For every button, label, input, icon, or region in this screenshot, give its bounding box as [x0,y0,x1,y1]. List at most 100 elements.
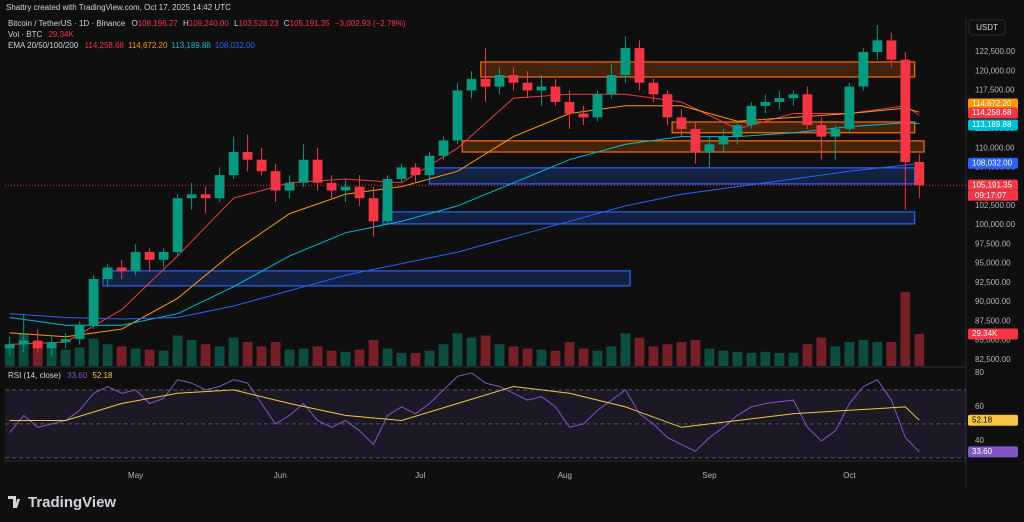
candle-body [326,182,337,191]
ema-value: 114,672.20 [128,41,168,50]
volume-bar [88,338,99,366]
price-tag [968,328,1018,340]
candle-body [214,175,225,199]
candle-body [424,155,435,176]
candle-body [760,101,771,106]
volume-bar [886,342,897,366]
x-tick-label: Jun [274,471,287,480]
y-tick-label: 90,000.00 [975,297,1011,306]
volume-bar [788,352,799,366]
price-tag-label: 29.34K [972,329,998,338]
volume-bar [732,351,743,366]
candle-body [522,82,533,91]
volume-bar [564,342,575,366]
volume-bar [858,339,869,366]
candle-body [802,94,813,126]
price-tag-label: 114,672.20 [972,99,1012,108]
volume-bar [438,344,449,366]
ema-value: 113,189.88 [171,41,211,50]
volume-bar [410,352,421,366]
candle-body [116,267,127,272]
volume-bar [690,339,701,366]
zone [428,167,916,185]
volume-bar [508,346,519,366]
y-tick-label: 102,500.00 [975,201,1016,210]
price-tag [968,414,1018,426]
ohlc-key: L [234,19,239,28]
candle-body [858,51,869,87]
ema-value: 108,032.00 [215,41,256,50]
candle-body [732,125,743,137]
ohlc-value: 105,191.35 [290,19,331,28]
zone [102,270,631,287]
candle-body [536,86,547,91]
legend-rsi: RSI (14, close) 33.60 52.18 [8,371,113,380]
ema-title: EMA 20/50/100/200 [8,41,79,50]
candle-body [396,167,407,179]
candle-body [200,194,211,199]
volume-bar [312,346,323,366]
candle-body [914,162,925,186]
candle-body [648,82,659,95]
ohlc-key: H [183,19,189,28]
y-tick-label: 117,500.00 [975,86,1015,95]
y-tick-label: 95,000.00 [975,259,1011,268]
rsi-tick-label: 40 [975,436,984,445]
volume-bar [494,344,505,366]
candle-body [88,279,99,326]
candle-body [228,152,239,176]
candle-body [676,117,687,129]
volume-bar [578,348,589,366]
volume-bar [718,350,729,366]
volume-bar [606,346,617,366]
volume-bar [214,346,225,366]
volume-bar [536,349,547,366]
candle-body [438,140,449,156]
rsi-ma-line [9,385,920,428]
volume-bar [648,346,659,366]
volume-bar [746,352,757,366]
candle-body [158,252,169,260]
y-tick-label: 85,000.00 [975,336,1011,345]
price-tag [968,179,1018,191]
candle-body [564,101,575,114]
candle-body [298,159,309,183]
candle-body [144,252,155,260]
rsi-band [5,389,966,458]
volume-bar [32,342,43,366]
candle-body [46,342,57,349]
ema-line [9,122,920,326]
rsi-tick-label: 80 [975,368,984,377]
zone [480,61,916,78]
logo: TradingView [28,494,116,511]
volume-bar [424,350,435,366]
volume-bar [830,346,841,366]
volume-bar [368,339,379,366]
candle-body [410,167,421,176]
volume-bar [186,339,197,366]
candle-body [340,186,351,191]
volume-bar [46,346,57,366]
volume-bar [872,342,883,366]
candle-body [74,325,85,340]
y-tick-label: 92,500.00 [975,278,1011,287]
candle-body [186,194,197,199]
y-tick-label: 110,000.00 [975,143,1015,152]
ema-line [9,162,920,320]
volume-bar [480,335,491,366]
candle-body [102,267,113,280]
price-tag-label: 33.60 [972,447,993,456]
volume-bar [74,347,85,366]
legend-ema: EMA 20/50/100/200 114,258.68 114,672.20 11… [8,41,255,50]
ohlc-key: O [131,19,137,28]
legend-symbol: Bitcoin / TetherUS · 1D · Binance O108,1… [8,19,406,28]
candle-body [634,48,645,83]
volume-bar [354,349,365,366]
y-tick-label: 100,000.00 [975,220,1016,229]
volume-bar [326,350,337,366]
ohlc-key: C [284,19,290,28]
candle-body [886,40,897,60]
candle-body [746,105,757,126]
